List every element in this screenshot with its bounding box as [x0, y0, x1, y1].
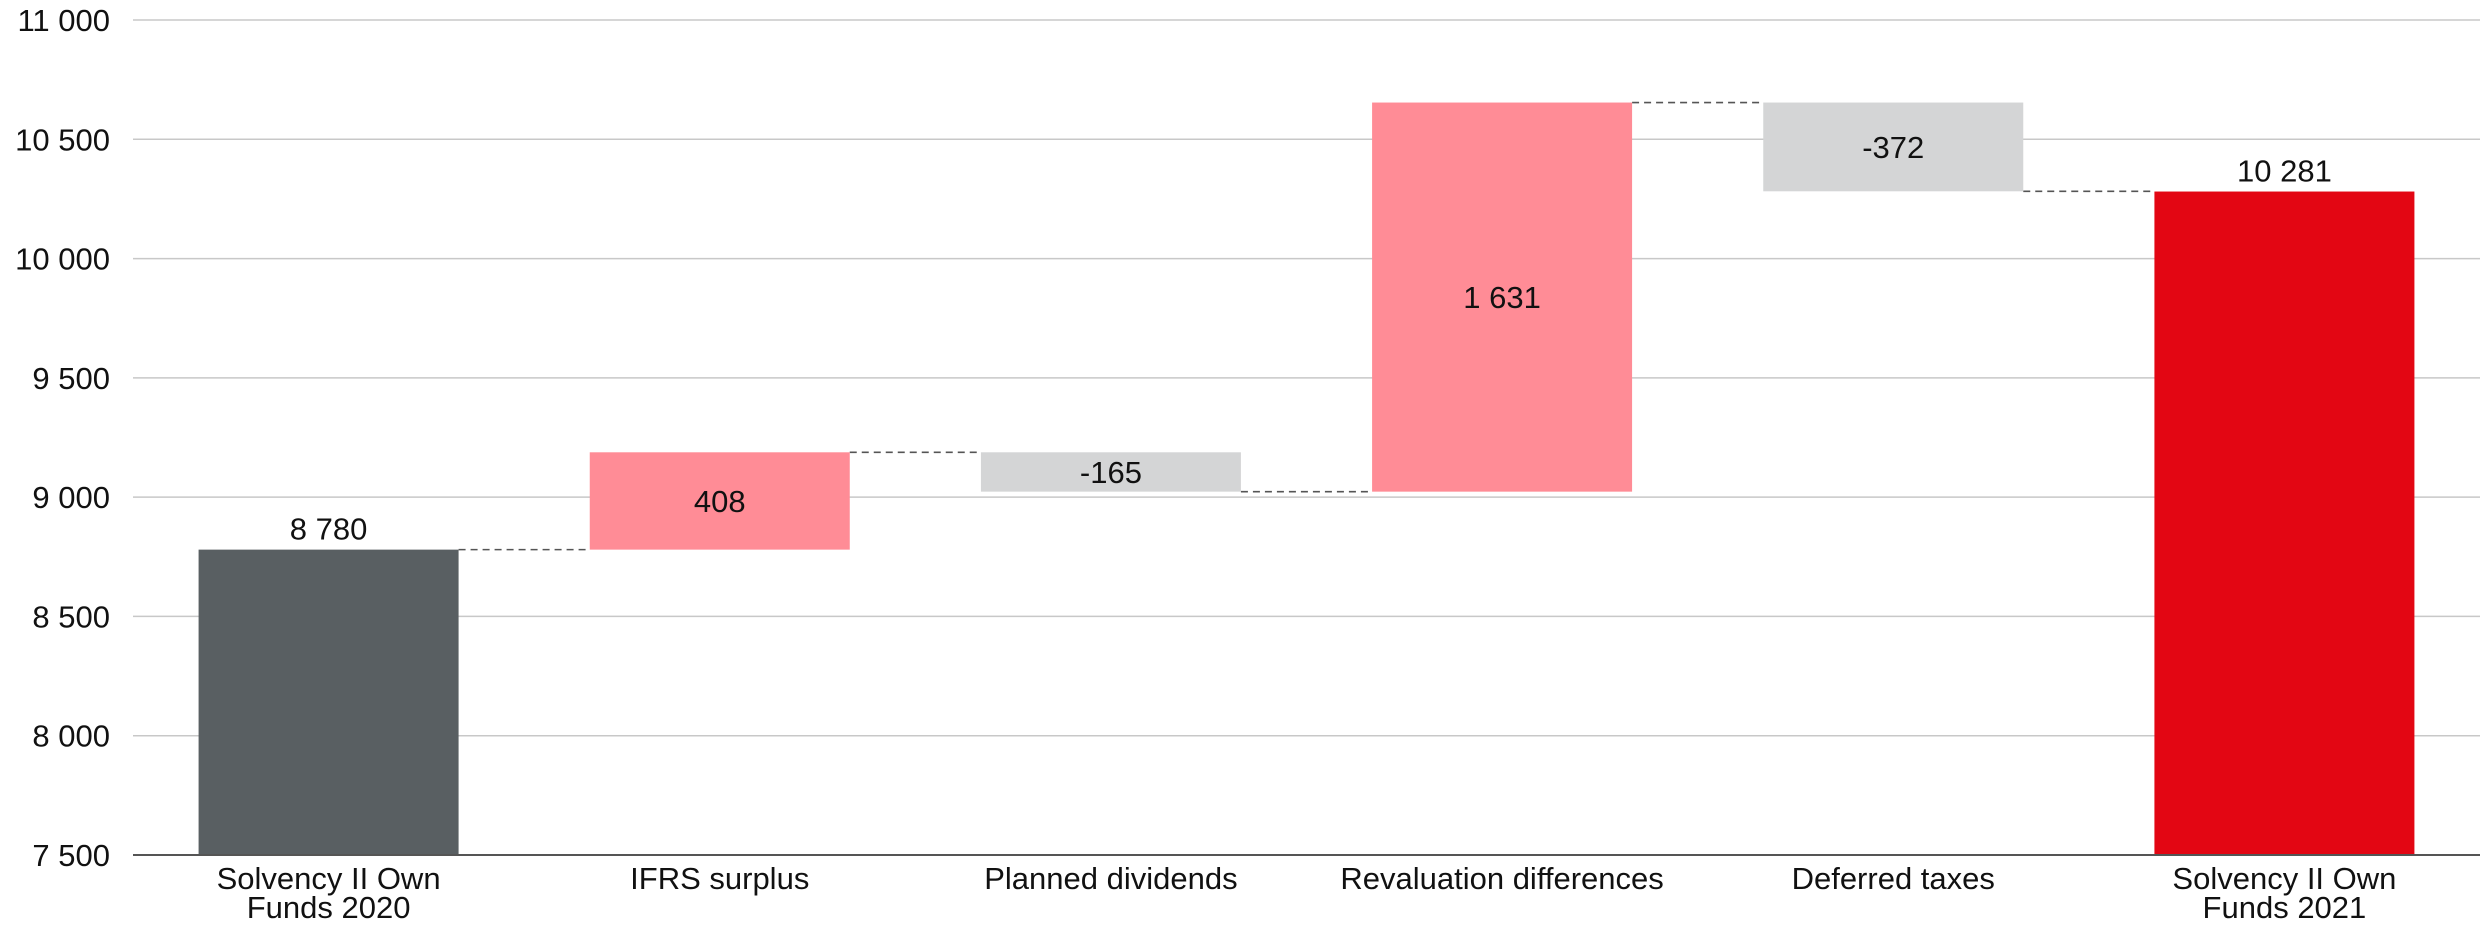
x-tick-label: Solvency II Own — [217, 861, 441, 896]
bars — [198, 102, 2415, 856]
x-tick-label: Deferred taxes — [1792, 861, 1995, 896]
y-tick-label: 7 500 — [32, 838, 110, 873]
y-tick-label: 9 500 — [32, 361, 110, 396]
data-label: 408 — [694, 484, 746, 519]
y-tick-label: 10 000 — [15, 242, 110, 277]
bar — [1763, 102, 2024, 192]
bar — [589, 452, 850, 550]
data-label: 10 281 — [2237, 154, 2332, 189]
x-tick-label: Solvency II Own — [2172, 861, 2396, 896]
data-label: 1 631 — [1463, 280, 1541, 315]
x-tick-label: Funds 2021 — [2203, 890, 2367, 924]
y-tick-label: 8 500 — [32, 599, 110, 634]
x-tick-label: Planned dividends — [984, 861, 1237, 896]
x-tick-label: IFRS surplus — [630, 861, 809, 896]
x-tick-label: Revaluation differences — [1340, 861, 1663, 896]
y-tick-label: 10 500 — [15, 122, 110, 157]
gridlines — [133, 19, 2480, 737]
data-label: -165 — [1080, 455, 1142, 490]
y-tick-label: 9 000 — [32, 480, 110, 515]
bar — [198, 549, 459, 855]
data-label: 8 780 — [290, 512, 368, 547]
bar — [1372, 102, 1633, 492]
data-label: -372 — [1862, 130, 1924, 165]
connectors — [458, 101, 2155, 551]
bar — [2154, 191, 2415, 856]
labels: 7 500 8 000 8 500 9 000 9 500 10 000 10 500 11 … — [15, 3, 2396, 925]
bar — [980, 452, 1241, 492]
x-tick-label: Funds 2020 — [247, 890, 411, 924]
y-tick-label: 8 000 — [32, 719, 110, 754]
y-tick-label: 11 000 — [17, 3, 110, 38]
